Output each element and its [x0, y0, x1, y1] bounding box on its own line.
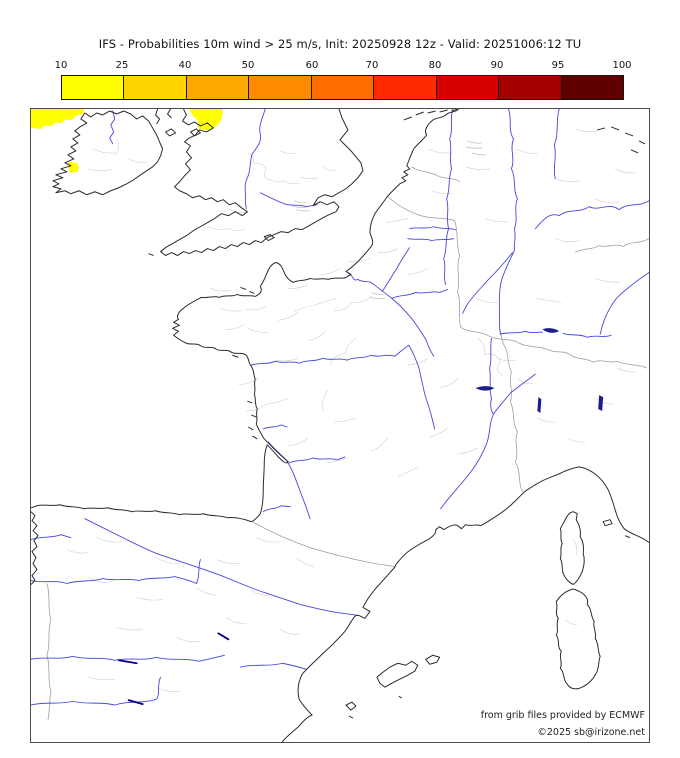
river-meuse	[443, 109, 454, 285]
river-charente	[262, 424, 288, 430]
small-lakes-dashes	[597, 126, 646, 154]
probability-patches	[31, 109, 223, 173]
attribution-source: from grib files provided by ECMWF	[480, 710, 645, 721]
frisian-islands	[403, 109, 458, 121]
river-oise	[382, 247, 411, 291]
colorbar-segment	[185, 76, 249, 99]
colorbar-segment	[310, 76, 374, 99]
corsica	[559, 511, 585, 585]
river-mino	[31, 534, 72, 541]
urban-areas	[292, 140, 486, 300]
rhine-delta-branches	[407, 226, 457, 242]
river-dordogne	[288, 456, 346, 464]
sardinia	[555, 588, 601, 690]
lake-garda	[598, 395, 604, 412]
continental-atlantic-coastline	[31, 109, 460, 523]
river-main	[534, 200, 649, 230]
patch-kerry-coast	[67, 161, 79, 173]
colorbar-tick: 50	[241, 60, 255, 71]
river-rhine	[498, 109, 543, 335]
colorbar-segment	[62, 76, 124, 99]
river-bann	[109, 110, 116, 145]
anglesey	[189, 128, 201, 137]
ibiza	[345, 701, 357, 719]
elba-and-islets	[602, 519, 631, 539]
colorbar-segment	[248, 76, 311, 99]
colorbar-segment	[498, 76, 561, 99]
patch-irish-sea	[189, 109, 223, 131]
river-jucar	[239, 662, 307, 670]
great-britain-coastline	[160, 109, 364, 257]
river-marne	[391, 288, 449, 299]
alpine-lakes	[475, 328, 604, 414]
map-canvas	[31, 109, 649, 742]
river-ebro	[84, 518, 359, 616]
biscay-islands	[148, 253, 258, 440]
channel-islands	[240, 286, 255, 294]
attribution-copyright: ©2025 sb@irizone.net	[537, 727, 645, 738]
colorbar-segment	[560, 76, 623, 99]
river-weser	[553, 109, 560, 180]
river-loire	[250, 344, 436, 430]
country-borders	[46, 166, 649, 721]
colorbar-tick: 60	[305, 60, 319, 71]
page-title: IFS - Probabilities 10m wind > 25 m/s, I…	[98, 37, 582, 51]
river-danube	[562, 272, 649, 338]
mediterranean-coastline	[281, 466, 649, 742]
ruhr-urban-cluster	[465, 140, 486, 156]
colorbar-tick: 40	[178, 60, 192, 71]
cabrera-islet	[398, 695, 403, 699]
isle-of-wight	[263, 234, 275, 242]
scotland-fragments	[155, 109, 172, 125]
river-douro	[31, 559, 201, 585]
colorbar-segment	[123, 76, 186, 99]
colorbar-tick: 95	[551, 60, 565, 71]
patch-offshore-nw-ireland	[31, 109, 84, 130]
coastlines	[31, 109, 649, 742]
colorbar-tick: 10	[54, 60, 68, 71]
colorbar-tick: 80	[428, 60, 442, 71]
lake-geneva	[475, 386, 495, 391]
lake-constance	[542, 328, 560, 333]
colorbar-tick: 90	[490, 60, 504, 71]
mallorca	[376, 660, 419, 688]
lake-maggiore	[537, 397, 542, 414]
river-trent-severn	[244, 109, 266, 210]
river-guadiana	[31, 676, 162, 706]
colorbar-tick: 25	[115, 60, 129, 71]
rivers	[31, 109, 649, 706]
river-moselle	[462, 252, 513, 314]
colorbar-segment	[373, 76, 436, 99]
galicia-rias	[31, 511, 39, 585]
colorbar-tick: 70	[365, 60, 379, 71]
admin-boundaries	[66, 128, 636, 692]
colorbar-tick: 100	[612, 60, 632, 71]
isle-of-man	[165, 128, 177, 137]
river-rhone-saone	[440, 337, 536, 510]
paris-urban-cluster	[369, 292, 385, 300]
map-frame	[30, 108, 650, 743]
ireland-coastline	[52, 110, 164, 196]
probability-colorbar	[61, 75, 624, 100]
reservoir-segments	[117, 632, 230, 706]
menorca	[425, 654, 441, 665]
colorbar-segment	[435, 76, 499, 99]
river-adour	[262, 505, 291, 513]
river-tajo	[31, 654, 225, 662]
river-garonne	[267, 441, 311, 520]
river-seine	[348, 273, 435, 357]
river-thames	[259, 192, 318, 208]
